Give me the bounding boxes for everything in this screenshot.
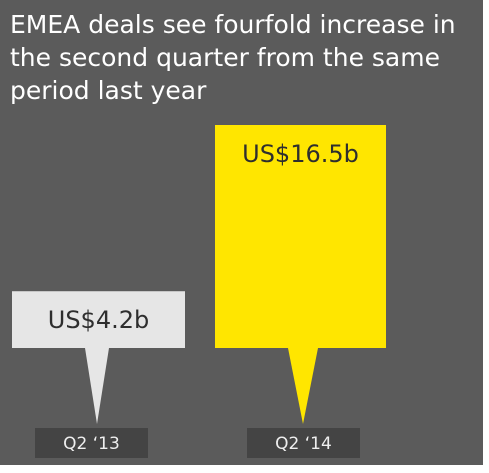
value-label: US$4.2b <box>48 306 149 334</box>
category-label-box <box>247 428 360 458</box>
callout-pointer <box>288 348 318 424</box>
callout-pointer <box>85 348 109 424</box>
bar <box>215 125 386 348</box>
bar <box>12 291 185 348</box>
chart-title: EMEA deals see fourfold increase in the … <box>10 10 456 105</box>
category-label-box <box>35 428 148 458</box>
value-label: US$16.5b <box>242 140 359 168</box>
x-tick-label: Q2 ‘14 <box>275 434 332 454</box>
x-tick-label: Q2 ‘13 <box>63 434 120 454</box>
